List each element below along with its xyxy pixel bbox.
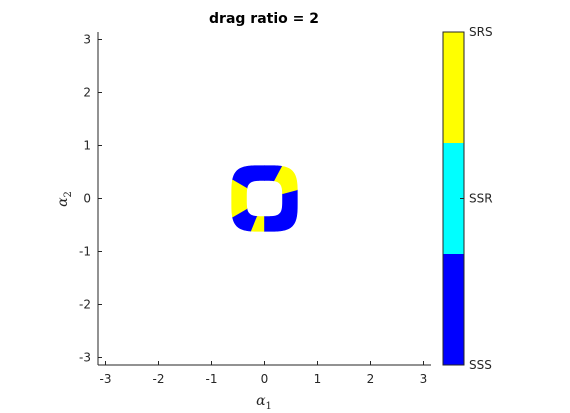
- colorbar-band-sss: [443, 254, 464, 365]
- x-tick-label: -3: [100, 372, 112, 386]
- y-tick-label: 1: [83, 139, 91, 153]
- ring-region: [231, 165, 298, 232]
- colorbar: SSS SSR SRS: [442, 25, 493, 372]
- y-axis-label: α2: [55, 191, 74, 207]
- plot-background: [98, 32, 431, 365]
- y-tick-label: -3: [79, 350, 91, 364]
- y-tick-label: 0: [83, 192, 91, 206]
- x-tick-label: 0: [261, 372, 269, 386]
- colorbar-label-sss: SSS: [469, 358, 492, 372]
- y-axis-label-subscript: 2: [63, 191, 74, 197]
- y-tick-label: -2: [79, 297, 91, 311]
- x-axis-label: α1: [256, 393, 272, 412]
- y-ticks: -3 -2 -1 0 1 2 3: [79, 33, 102, 364]
- x-tick-label: -1: [206, 372, 218, 386]
- x-axis-label-subscript: 1: [266, 401, 272, 412]
- x-ticks: -3 -2 -1 0 1 2 3: [100, 361, 428, 386]
- region-segment-srs: [231, 179, 248, 218]
- y-tick-label: -1: [79, 244, 91, 258]
- y-axis-label-base: α: [55, 197, 71, 207]
- colorbar-band-ssr: [443, 143, 464, 254]
- x-tick-label: 2: [367, 372, 375, 386]
- plot-area: -3 -2 -1 0 1 2 3 -3 -2 -1 0 1 2 3: [79, 32, 431, 386]
- chart-title: drag ratio = 2: [209, 11, 319, 27]
- colorbar-band-srs: [443, 32, 464, 143]
- x-axis-label-base: α: [256, 393, 266, 409]
- y-tick-label: 3: [83, 33, 91, 47]
- colorbar-label-ssr: SSR: [469, 192, 493, 206]
- x-tick-label: 3: [420, 372, 428, 386]
- colorbar-label-srs: SRS: [469, 25, 493, 39]
- x-tick-label: -2: [153, 372, 165, 386]
- y-tick-label: 2: [83, 86, 91, 100]
- x-tick-label: 1: [314, 372, 322, 386]
